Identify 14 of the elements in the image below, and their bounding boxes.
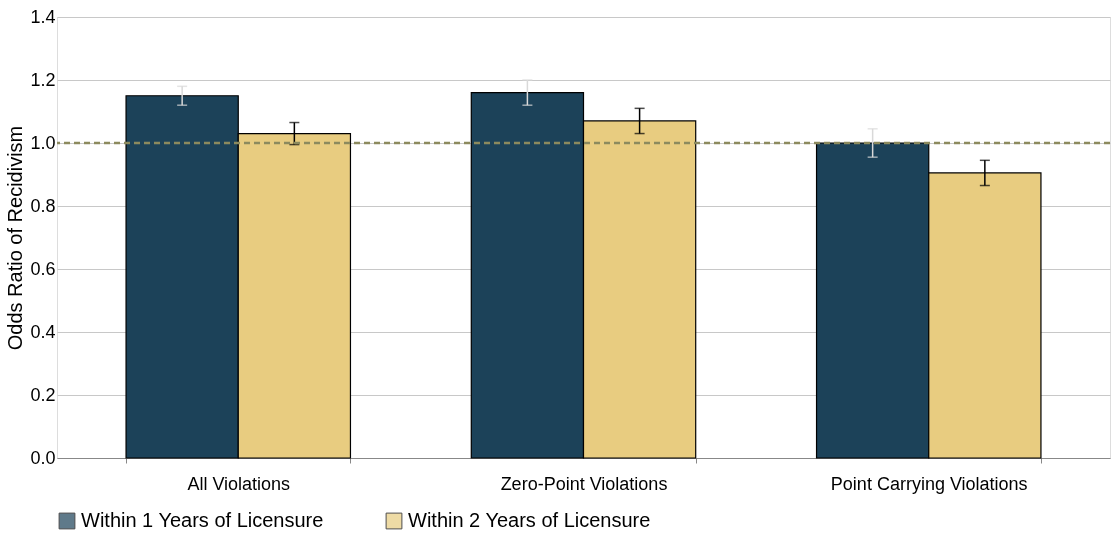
y-tick-label: 0.6 bbox=[30, 258, 56, 279]
x-tick-label: Point Carrying Violations bbox=[830, 473, 1028, 494]
y-tick-label: 0.2 bbox=[30, 384, 56, 405]
y-tick-label: 0.0 bbox=[30, 447, 56, 468]
x-tick-label: All Violations bbox=[187, 473, 291, 494]
y-tick-label: 1.2 bbox=[30, 69, 56, 90]
y-axis-title: Odds Ratio of Recidivism bbox=[4, 125, 27, 351]
x-tick-label: Zero-Point Violations bbox=[500, 473, 668, 494]
y-tick-label: 0.8 bbox=[30, 195, 56, 216]
legend-label: Within 1 Years of Licensure bbox=[81, 509, 324, 531]
y-tick-label: 1.0 bbox=[30, 132, 56, 153]
legend-label: Within 2 Years of Licensure bbox=[408, 509, 651, 531]
y-tick-label: 0.4 bbox=[30, 321, 56, 342]
y-tick-label: 1.4 bbox=[30, 6, 56, 27]
